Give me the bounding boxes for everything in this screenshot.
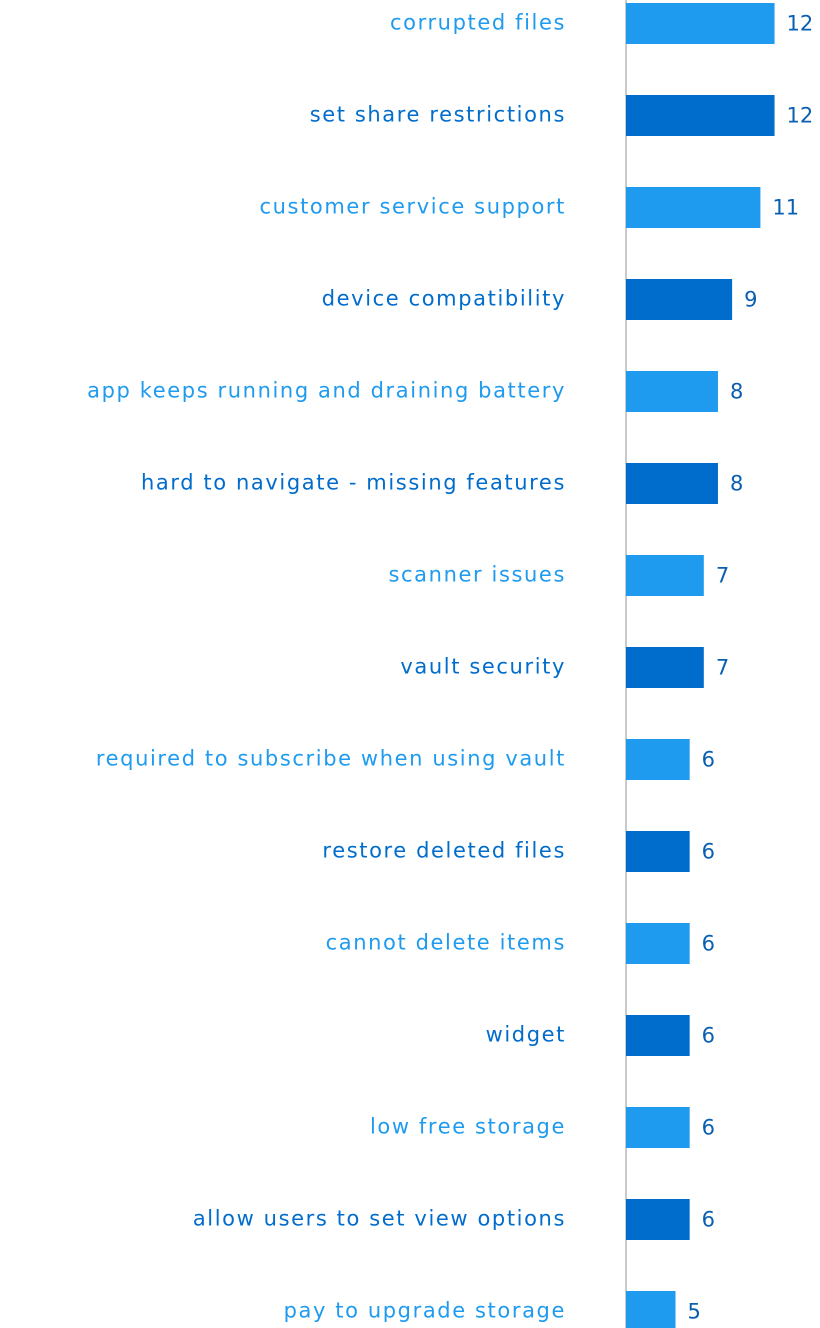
value-label: 6 [702,1208,715,1232]
category-label: required to subscribe when using vault [96,747,566,771]
bar [626,831,690,872]
category-label: cannot delete items [326,931,566,955]
category-label: scanner issues [389,563,567,587]
category-label: app keeps running and draining battery [87,379,566,403]
category-label: widget [486,1023,566,1047]
value-label: 7 [716,656,729,680]
value-label: 12 [787,104,814,128]
category-label: vault security [400,655,566,679]
bar [626,1107,690,1148]
category-label: pay to upgrade storage [284,1299,566,1323]
category-label: allow users to set view options [193,1207,566,1231]
bar [626,647,704,688]
bar [626,555,704,596]
value-label: 6 [702,1116,715,1140]
category-label: corrupted files [390,11,566,35]
value-label: 12 [787,12,814,36]
value-label: 8 [730,380,743,404]
value-label: 6 [702,840,715,864]
bar [626,1015,690,1056]
value-label: 7 [716,564,729,588]
bar [626,187,761,228]
bar [626,463,718,504]
value-label: 6 [702,1024,715,1048]
value-label: 9 [744,288,757,312]
category-label: restore deleted files [322,839,566,863]
bar [626,371,718,412]
value-label: 8 [730,472,743,496]
category-label: set share restrictions [310,103,566,127]
bar [626,1199,690,1240]
bar [626,1291,676,1328]
bar [626,95,775,136]
value-label: 6 [702,748,715,772]
value-label: 5 [688,1300,701,1324]
bar [626,739,690,780]
value-label: 11 [772,196,799,220]
category-label: device compatibility [322,287,566,311]
category-label: customer service support [260,195,567,219]
category-label: hard to navigate - missing features [141,471,566,495]
category-label: low free storage [370,1115,566,1139]
bar [626,923,690,964]
bar [626,279,733,320]
bar [626,3,775,44]
value-label: 6 [702,932,715,956]
